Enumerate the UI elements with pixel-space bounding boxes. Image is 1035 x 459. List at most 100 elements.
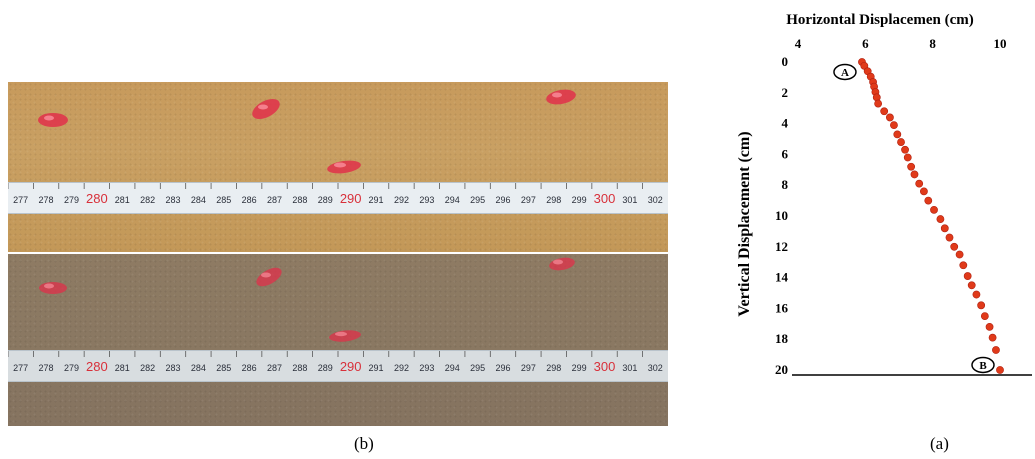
data-point [985,322,994,331]
tape-number: 295 [470,195,485,205]
data-point [980,312,989,320]
tape-number: 281 [115,195,130,205]
data-point [959,261,968,270]
measuring-tape: 277 278 279 280 281 282 283 284 285 286 287 288 289 2… [8,350,668,382]
y-tick-label: 20 [775,362,788,377]
data-point [886,113,894,122]
tape-number: 279 [64,195,79,205]
tape-number: 278 [39,195,54,205]
tape-number: 277 [13,195,28,205]
tape-number: 280 [86,359,108,374]
tape-number: 301 [622,195,637,205]
data-point [955,250,964,259]
displacement-chart: Horizontal Displacemen (cm) Vertical Dis… [736,12,1032,377]
x-tick-label: 10 [994,36,1007,51]
tape-number: 289 [318,195,333,205]
tape-number: 299 [572,195,587,205]
data-point [874,99,883,108]
data-point [910,170,919,179]
y-tick-label: 2 [782,85,789,100]
tape-number: 287 [267,195,282,205]
measuring-tape: 277 278 279 280 281 282 283 284 285 286 287 288 289 2… [8,182,668,214]
y-tick-label: 18 [775,331,789,346]
tape-number: 296 [495,195,510,205]
tape-number: 284 [191,195,206,205]
tape-number: 285 [216,195,231,205]
x-tick-label: 6 [862,36,869,51]
red-bead [38,113,68,127]
y-tick-label: 16 [775,300,789,315]
y-tick-label: 6 [782,146,789,161]
x-tick-label: 8 [929,36,936,51]
tape-number: 294 [445,195,460,205]
tape-number: 286 [242,195,257,205]
y-tick-label: 8 [782,177,789,192]
data-point [945,233,954,242]
data-point [907,162,916,171]
data-point [963,272,972,280]
tape-number: 287 [267,363,282,373]
tape-number: 292 [394,363,409,373]
tape-number: 292 [394,195,409,205]
tape-number: 289 [318,363,333,373]
y-tick-label: 4 [782,116,789,131]
red-bead [252,99,280,119]
tape-number: 285 [216,363,231,373]
x-tick-label: 4 [795,36,802,51]
photo-bottom-panel: 277 278 279 280 281 282 283 284 285 286 287 288 289 2… [8,254,668,426]
tape-number: 280 [86,191,108,206]
red-bead [327,160,361,174]
data-point [988,333,997,342]
tape-number: 293 [419,363,434,373]
tape-number: 277 [13,363,28,373]
red-bead [549,257,575,271]
tape-number: 286 [242,363,257,373]
red-bead [256,267,282,287]
data-point [930,205,938,214]
data-point [924,196,933,205]
y-axis-label: Vertical Displacement (cm) [736,131,753,316]
y-tick-label: 10 [775,208,788,223]
data-point [977,301,986,310]
chart-title: Horizontal Displacemen (cm) [786,12,973,28]
data-point [967,281,976,290]
tape-number: 288 [292,195,307,205]
data-point [897,138,905,146]
tape-number: 296 [495,363,510,373]
y-tick-label: 12 [775,239,788,254]
data-point [950,242,959,251]
tape-number: 300 [594,191,616,206]
panel-b-caption: (b) [354,434,374,453]
data-point [996,366,1004,374]
tape-number: 297 [521,195,536,205]
tape-number: 302 [648,195,663,205]
data-point [901,145,909,154]
red-bead [329,330,361,342]
tape-number: 300 [594,359,616,374]
tape-number: 278 [39,363,54,373]
data-point [972,290,981,299]
tape-number: 302 [648,363,663,373]
tape-number: 301 [622,363,637,373]
photo-top-panel: 277 278 279 280 281 282 283 284 285 286 287 288 289 2… [8,82,668,252]
data-point [920,187,928,196]
data-point [890,121,898,130]
annotation-circle [833,63,857,81]
tape-number: 295 [470,363,485,373]
data-point [992,346,1000,354]
tape-number: 290 [340,191,362,206]
tape-number: 298 [546,363,561,373]
tape-number: 279 [64,363,79,373]
tape-number: 283 [165,363,180,373]
data-point [880,107,889,116]
red-bead [546,89,576,105]
annotation-label: A [841,67,849,79]
tape-number: 284 [191,363,206,373]
tape-number: 291 [369,195,384,205]
tape-number: 290 [340,359,362,374]
annotation-circle [971,356,995,374]
data-point [903,153,912,162]
panel-a-caption: (a) [930,434,949,453]
tape-number: 299 [572,363,587,373]
y-tick-label: 14 [775,270,789,285]
